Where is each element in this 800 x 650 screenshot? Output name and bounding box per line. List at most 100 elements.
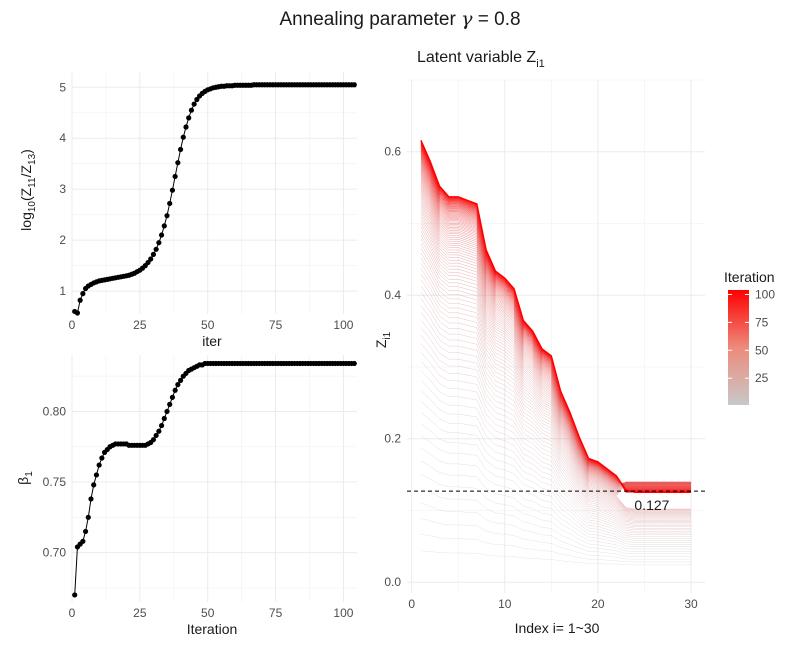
legend-colorbar (728, 290, 749, 405)
top-left-x-axis-label: iter (202, 333, 222, 349)
right-y-axis-label: Zi1 (373, 331, 393, 348)
y-tick-label: 3 (59, 182, 66, 196)
iteration-curve (420, 312, 692, 523)
log-ratio-point (191, 101, 197, 107)
x-tick-label: 100 (333, 606, 353, 620)
x-tick-label: 10 (498, 597, 512, 611)
log-ratio-point (148, 256, 154, 262)
beta1-point (153, 432, 159, 439)
beta1-point (351, 360, 357, 367)
y-tick-label: 0.2 (384, 432, 401, 446)
iteration-curve (420, 370, 692, 534)
x-tick-label: 75 (269, 606, 283, 620)
legend-tick-label: 75 (755, 315, 769, 329)
beta1-point (91, 482, 97, 488)
log-ratio-point (161, 223, 167, 229)
iteration-curve (420, 268, 692, 516)
bottom-left-gridlines (71, 355, 357, 602)
beta1-point (177, 377, 184, 384)
legend-title: Iteration (724, 269, 775, 285)
log-ratio-point (167, 200, 173, 207)
iteration-curve (420, 361, 692, 532)
y-tick-label: 0.75 (43, 475, 67, 489)
iteration-curve (420, 518, 692, 560)
legend-tick-label: 100 (755, 287, 775, 301)
x-tick-label: 30 (684, 597, 698, 611)
right-x-axis-label: Index i= 1~30 (515, 620, 600, 636)
iteration-curve (420, 411, 692, 541)
iteration-curve (420, 319, 692, 525)
bottom-left-tick-labels: 0 25 50 75 100 0.70 0.75 0.80 (43, 404, 354, 620)
log-ratio-point (186, 115, 192, 121)
log-ratio-point (172, 173, 178, 180)
log-ratio-point (158, 232, 165, 238)
iteration-curve (420, 335, 692, 528)
iteration-curve (420, 423, 692, 543)
beta1-point (88, 496, 94, 502)
log-ratio-point (188, 107, 195, 113)
log-ratio-point (177, 146, 184, 153)
beta1-point (150, 437, 157, 443)
legend-ticks: 25 50 75 100 (728, 287, 775, 385)
y-tick-label: 4 (59, 131, 66, 145)
iteration-curve (420, 390, 692, 537)
x-tick-label: 50 (201, 606, 215, 620)
iteration-curve (420, 248, 692, 512)
beta1-point (172, 387, 178, 393)
beta1-point (82, 528, 89, 535)
iteration-curve (420, 502, 692, 557)
log-ratio-point (351, 82, 357, 88)
iteration-curve (420, 305, 692, 522)
iteration-curve (420, 447, 692, 547)
iteration-curve (420, 352, 692, 531)
x-tick-label: 0 (408, 597, 415, 611)
right-series: 0.127 (407, 140, 705, 566)
x-tick-label: 100 (333, 318, 353, 332)
log-ratio-point (156, 240, 162, 246)
beta1-point (72, 592, 78, 598)
y-tick-label: 0.0 (384, 575, 401, 589)
x-tick-label: 0 (69, 318, 76, 332)
beta1-point (80, 538, 86, 544)
y-tick-label: 0.4 (384, 288, 401, 302)
beta1-point (161, 415, 167, 422)
x-tick-label: 50 (201, 318, 215, 332)
iteration-curve (420, 262, 692, 515)
beta1-point (169, 394, 176, 400)
figure-title: Annealing parameter γ = 0.8 (279, 8, 520, 30)
log-ratio-point (74, 310, 81, 316)
final-iteration-curve (420, 140, 692, 493)
iteration-curve (420, 400, 692, 539)
legend-tick-label: 50 (755, 343, 769, 357)
x-tick-label: 0 (69, 606, 76, 620)
iteration-curve (420, 196, 692, 489)
iteration-curve (420, 435, 692, 545)
beta1-point (85, 514, 91, 520)
bottom-left-y-axis-label: β1 (15, 471, 35, 485)
beta1-line (74, 362, 355, 595)
beta1-point (156, 428, 162, 434)
x-tick-label: 20 (591, 597, 605, 611)
right-panel-title: Latent variable Zi1 (417, 49, 545, 70)
beta1-point (158, 422, 165, 429)
iteration-curve (420, 550, 692, 566)
iteration-curve (420, 298, 692, 521)
iteration-curve (420, 533, 692, 563)
iteration-curve (420, 243, 692, 511)
y-tick-label: 0.6 (384, 145, 401, 159)
log-ratio-point (169, 187, 176, 193)
iteration-legend: Iteration 25 50 75 100 (724, 269, 775, 405)
y-tick-label: 1 (59, 284, 66, 298)
iteration-curve (420, 273, 692, 517)
x-tick-label: 25 (133, 318, 147, 332)
y-tick-label: 0.80 (43, 404, 67, 418)
beta1-point (96, 462, 102, 468)
beta1-point (167, 401, 173, 407)
beta1-point (175, 382, 181, 388)
x-tick-label: 75 (269, 318, 283, 332)
iteration-curve (420, 460, 692, 550)
iteration-curve (420, 279, 692, 518)
iteration-curve (420, 213, 692, 493)
iteration-curve (420, 488, 692, 555)
iteration-curve (420, 216, 692, 493)
